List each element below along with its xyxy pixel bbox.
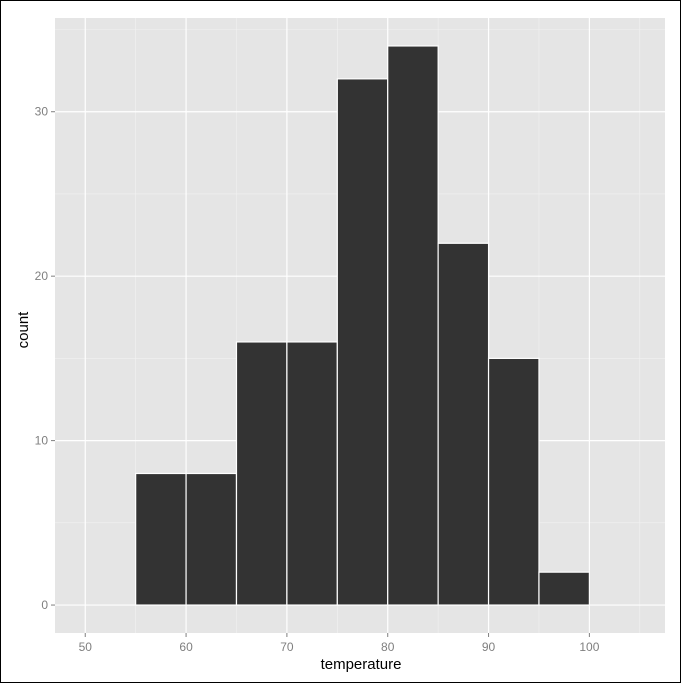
x-tick-label: 90 bbox=[482, 640, 496, 654]
histogram-bars bbox=[135, 45, 590, 606]
y-tick-label: 20 bbox=[35, 269, 49, 283]
y-tick-label: 0 bbox=[41, 598, 48, 612]
x-tick-label: 50 bbox=[79, 640, 93, 654]
histogram-bar bbox=[185, 472, 238, 606]
histogram-bar bbox=[286, 341, 338, 606]
y-tick-label: 10 bbox=[35, 434, 49, 448]
histogram-bar bbox=[487, 357, 540, 606]
x-axis-title: temperature bbox=[321, 656, 402, 673]
x-axis-ticks: 50 60 70 80 90 100 bbox=[79, 633, 600, 654]
x-tick-label: 70 bbox=[280, 640, 294, 654]
histogram-bar bbox=[437, 242, 490, 606]
x-tick-label: 60 bbox=[179, 640, 193, 654]
y-axis-title: count bbox=[15, 311, 32, 349]
histogram-bar bbox=[235, 341, 288, 606]
x-tick-label: 100 bbox=[579, 640, 599, 654]
x-tick-label: 80 bbox=[381, 640, 395, 654]
histogram-bar bbox=[336, 78, 389, 606]
y-tick-label: 30 bbox=[35, 105, 49, 119]
y-axis-ticks: 0 10 20 30 bbox=[35, 105, 55, 612]
histogram-bar bbox=[387, 45, 439, 606]
histogram-bar bbox=[538, 571, 590, 606]
histogram-bar bbox=[135, 472, 187, 606]
